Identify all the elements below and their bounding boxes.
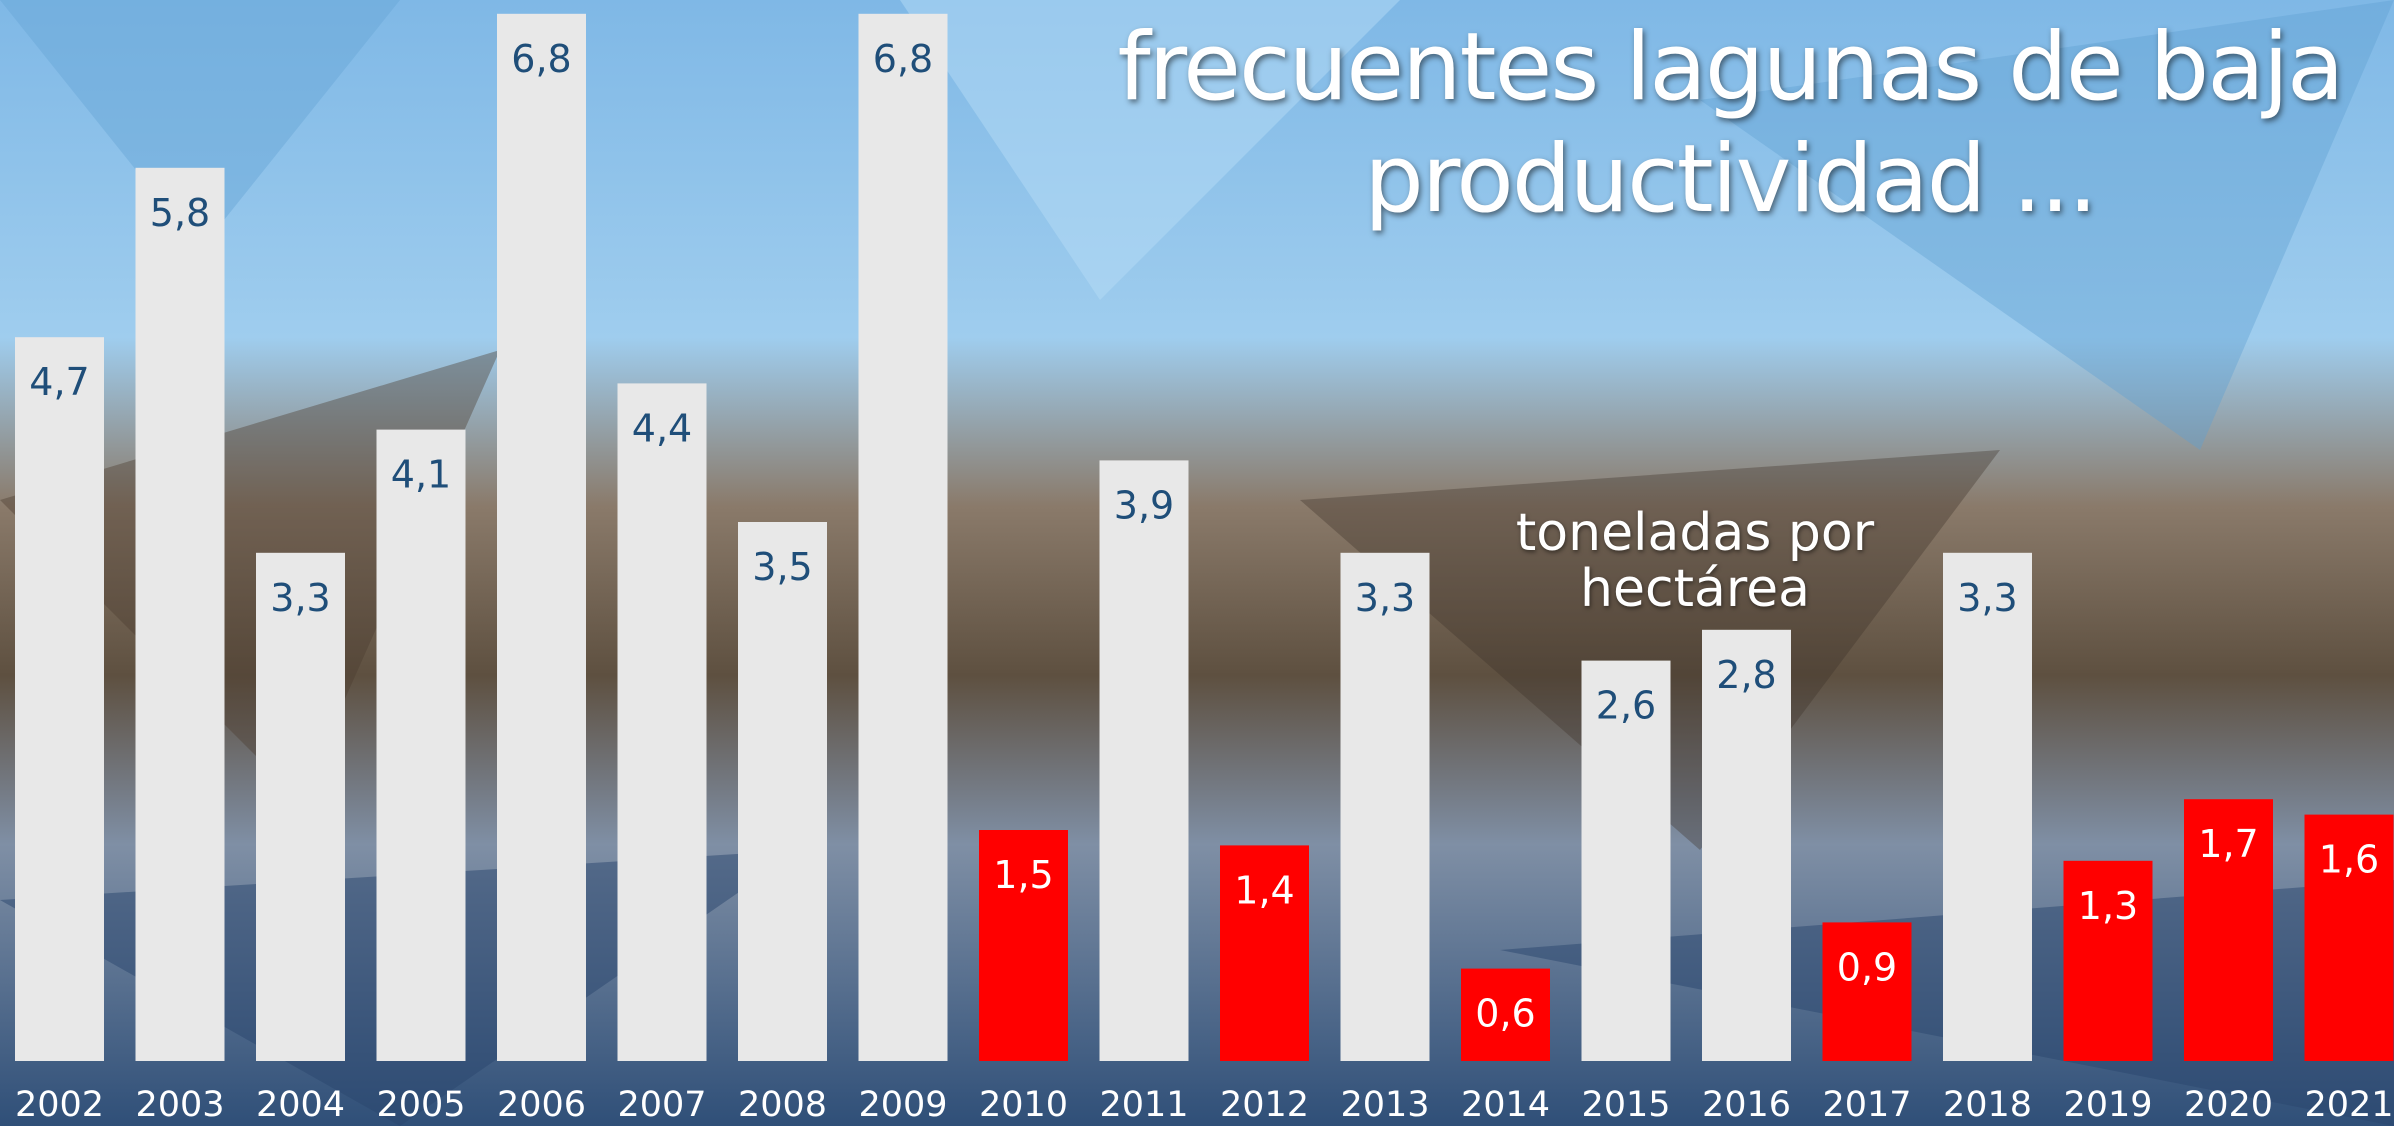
value-label: 4,1 — [391, 453, 451, 497]
x-tick-label: 2013 — [1340, 1085, 1429, 1125]
bar — [377, 430, 466, 1061]
chart-title: frecuentes lagunas de baja productividad… — [1080, 12, 2380, 236]
x-tick-label: 2011 — [1099, 1085, 1188, 1125]
x-tick-label: 2017 — [1822, 1085, 1911, 1125]
value-label: 4,4 — [632, 406, 692, 450]
value-label: 2,6 — [1596, 684, 1656, 728]
annotation: toneladas por hectárea — [1450, 505, 1940, 617]
bar — [859, 14, 948, 1061]
bar — [1943, 553, 2032, 1061]
value-label: 6,8 — [873, 37, 933, 81]
x-tick-label: 2012 — [1220, 1085, 1309, 1125]
slide: 4,7 2002 5,8 2003 3,3 2004 4,1 2005 6,8 2006 4,4 20… — [0, 0, 2394, 1126]
x-tick-label: 2003 — [135, 1085, 224, 1125]
x-tick-label: 2020 — [2184, 1085, 2273, 1125]
value-label: 5,8 — [150, 191, 210, 235]
x-tick-label: 2008 — [738, 1085, 827, 1125]
x-tick-label: 2016 — [1702, 1085, 1791, 1125]
x-tick-label: 2014 — [1461, 1085, 1550, 1125]
x-tick-label: 2009 — [858, 1085, 947, 1125]
value-label: 1,5 — [993, 853, 1053, 897]
bar — [1341, 553, 1430, 1061]
value-label: 1,4 — [1234, 868, 1294, 912]
bar — [1823, 922, 1912, 1061]
value-label: 1,6 — [2319, 838, 2379, 882]
x-tick-label: 2006 — [497, 1085, 586, 1125]
value-label: 3,9 — [1114, 483, 1174, 527]
x-tick-label: 2005 — [376, 1085, 465, 1125]
x-tick-label: 2018 — [1943, 1085, 2032, 1125]
value-label: 0,9 — [1837, 945, 1897, 989]
x-tick-label: 2019 — [2063, 1085, 2152, 1125]
value-label: 2,8 — [1716, 653, 1776, 697]
x-tick-label: 2015 — [1581, 1085, 1670, 1125]
value-label: 6,8 — [511, 37, 571, 81]
value-label: 1,3 — [2078, 884, 2138, 928]
x-tick-label: 2021 — [2304, 1085, 2393, 1125]
x-tick-label: 2007 — [617, 1085, 706, 1125]
bar — [738, 522, 827, 1061]
value-label: 0,6 — [1475, 992, 1535, 1036]
value-label: 3,5 — [752, 545, 812, 589]
value-label: 1,7 — [2198, 822, 2258, 866]
bar — [497, 14, 586, 1061]
bar — [256, 553, 345, 1061]
x-tick-label: 2010 — [979, 1085, 1068, 1125]
x-tick-label: 2004 — [256, 1085, 345, 1125]
bar — [15, 337, 104, 1061]
value-label: 3,3 — [1957, 576, 2017, 620]
value-label: 4,7 — [29, 360, 89, 404]
bar — [1100, 460, 1189, 1061]
value-label: 3,3 — [1355, 576, 1415, 620]
bar — [618, 383, 707, 1061]
x-tick-label: 2002 — [15, 1085, 104, 1125]
value-label: 3,3 — [270, 576, 330, 620]
bar — [136, 168, 225, 1061]
